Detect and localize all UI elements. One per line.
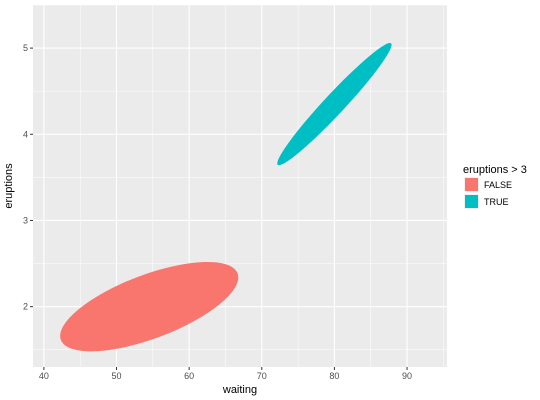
ellipse-false bbox=[60, 261, 239, 352]
legend-key-false bbox=[465, 178, 478, 191]
y-tick-label: 5 bbox=[23, 43, 28, 53]
x-tick-label: 70 bbox=[257, 371, 267, 381]
x-tick-label: 40 bbox=[39, 371, 49, 381]
x-axis: 40 50 60 70 80 90 bbox=[39, 367, 412, 381]
legend-key-true bbox=[465, 195, 478, 208]
ellipse-layer bbox=[60, 42, 392, 352]
x-tick-label: 60 bbox=[184, 371, 194, 381]
x-tick-label: 50 bbox=[112, 371, 122, 381]
legend-label-true: TRUE bbox=[484, 197, 509, 207]
legend: eruptions > 3 FALSE TRUE bbox=[463, 164, 527, 209]
ellipse-true bbox=[277, 42, 392, 166]
x-tick-label: 90 bbox=[402, 371, 412, 381]
x-tick-label: 80 bbox=[329, 371, 339, 381]
legend-title: eruptions > 3 bbox=[463, 164, 527, 176]
legend-label-false: FALSE bbox=[484, 180, 512, 190]
y-axis-title: eruptions bbox=[3, 163, 15, 209]
y-axis: 2 3 4 5 bbox=[23, 43, 33, 312]
y-tick-label: 4 bbox=[23, 129, 28, 139]
x-axis-title: waiting bbox=[222, 384, 257, 396]
y-tick-label: 2 bbox=[23, 302, 28, 312]
y-tick-label: 3 bbox=[23, 215, 28, 225]
